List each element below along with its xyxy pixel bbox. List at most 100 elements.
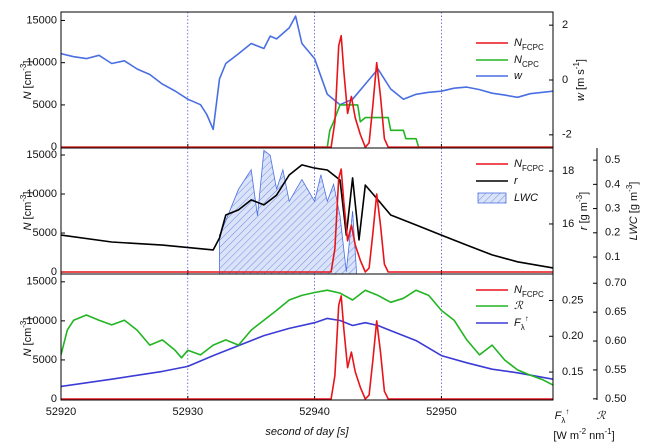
y2-tick-label: 0 [562,74,568,86]
y2-axis-label: r [g m-3] [575,192,590,230]
y2-tick-label: 0.25 [562,294,583,306]
y-tick-label: 5000 [33,99,57,111]
legend-label-part: LWC [514,192,538,204]
x-tick-label: 52950 [426,406,457,418]
legend-label: w [514,70,523,82]
y2-axis-label-part: -1 [572,62,581,70]
y-axis-label: N [cm-3] [19,318,34,357]
y-axis-label-part: -3 [19,194,28,202]
y-tick-label: 5000 [33,227,57,239]
y-axis-label: N [cm-3] [19,192,34,231]
y2-axis-label-part: w [575,92,587,101]
y2-axis-unit-part: nm [586,430,604,442]
legend-label: LWC [514,192,538,204]
y3-tick-label: 0.2 [605,227,620,239]
y3-axis-label-part: [g m [628,192,640,216]
x-tick-label: 52920 [46,406,77,418]
legend-label-part: N [514,158,522,170]
legend-label-part: w [514,70,523,82]
y-axis-label-part: [cm [22,71,34,92]
y3-axis-label-part: LWC [628,216,640,240]
y-tick-label: 10000 [26,315,57,327]
y3-tick-label: 0.5 [605,154,620,166]
plot-frame [60,11,554,149]
y3-tick-label: 0.50 [605,393,626,405]
legend-label-part: N [514,37,522,49]
legend-label-part: FCPC [522,290,544,299]
y2-axis-unit-part: -1 [604,427,612,436]
y-axis-label-part: -3 [19,320,28,328]
legend-label-part: CPC [522,60,539,69]
legend-label: NFCPC [514,37,544,52]
y2-axis-label-part: r [578,225,590,230]
series-line [61,164,553,269]
x-axis-label-part: second of day [s] [265,426,349,438]
y3-tick-label: 0.55 [605,364,626,376]
y-tick-label: 10000 [26,188,57,200]
legend-label: NFCPC [514,158,544,173]
y2-axis-unit-part: -2 [579,427,587,436]
y-tick-label: 0 [51,393,57,405]
y-axis-label-part: N [22,222,34,230]
y2-axis-label: w [m s-1] [572,59,587,101]
y-axis-label-part: ] [22,192,34,195]
legend-label-part: λ [521,323,525,332]
legend-label: NFCPC [514,284,544,299]
series-line [61,104,553,148]
y3-tick-label: 0.70 [605,277,626,289]
legend-label-part: ↑ [525,314,529,323]
series-line [61,289,553,386]
series-line [61,15,553,131]
y3-axis-label-part: ] [628,182,640,185]
y3-tick-label: 0.1 [605,251,620,263]
y2-axis-label-part: λ [561,416,565,425]
x-axis-label: second of day [s] [265,426,349,438]
y-axis-label-part: [cm [22,202,34,223]
y-tick-label: 15000 [26,149,57,161]
y-tick-label: 10000 [26,57,57,69]
area [219,149,357,274]
y-axis-label-part: N [22,348,34,356]
legend-label-part: F [514,317,522,329]
y3-tick-label: 0.4 [605,178,620,190]
y-axis-label-part: N [22,91,34,99]
y2-tick-label: 0.20 [562,330,583,342]
y2-tick-label: 18 [562,165,574,177]
y2-axis-label-part: ↑ [565,407,569,416]
legend-label-part: r [514,175,519,187]
series-line [61,34,553,148]
y2-axis-label: Fλ↑ [555,407,570,425]
legend-label: NCPC [514,54,539,69]
series-line [61,295,553,400]
y2-tick-label: 2 [562,19,568,31]
y2-axis-label-part: -3 [575,194,584,202]
y2-tick-label: 16 [562,218,574,230]
y3-tick-label: 0.3 [605,202,620,214]
legend-label: r [514,175,519,187]
y2-tick-label: -2 [562,129,572,141]
legend-label: ℛ [514,300,524,312]
x-tick-label: 52930 [173,406,204,418]
legend-label-part: ℛ [514,300,524,312]
y3-axis-label: ℛ [597,410,607,422]
y3-tick-label: 0.65 [605,306,626,318]
series-line [61,168,553,273]
y2-axis-unit-part: ] [612,430,615,442]
y2-axis-label-part: ] [578,192,590,195]
y2-axis-label-part: [m s [575,69,587,93]
legend-label-part: FCPC [522,43,544,52]
y2-axis-label-part: [g m [578,202,590,226]
x-tick-label: 52940 [299,406,330,418]
y2-axis-unit: [W m-2 nm-1] [553,427,614,442]
y2-axis-label-part: ] [575,59,587,62]
plot-frame [60,273,554,401]
legend-label-part: N [514,284,522,296]
legend-label-part: FCPC [522,164,544,173]
y3-axis-label: LWC [g m-3] [625,182,640,241]
y-tick-label: 15000 [26,276,57,288]
y3-tick-label: 0.60 [605,335,626,347]
series-line [61,317,553,388]
legend-label: Fλ↑ [514,314,529,332]
y-tick-label: 5000 [33,354,57,366]
